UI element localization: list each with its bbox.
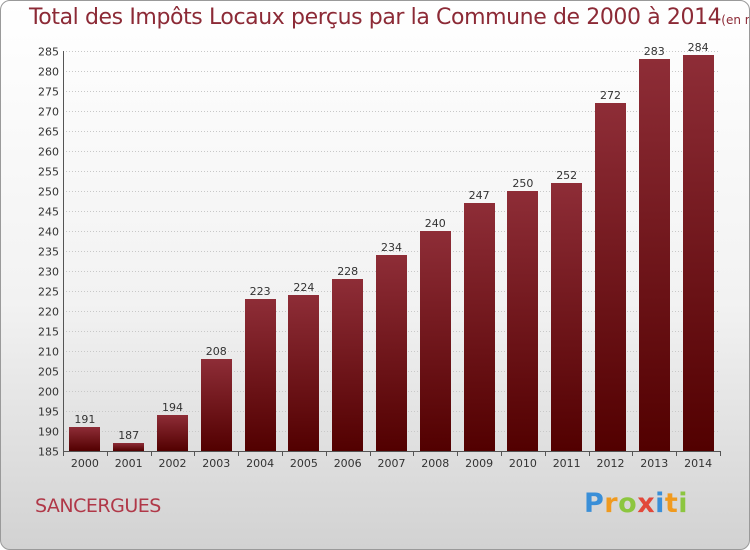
- bar-2003: [201, 359, 232, 451]
- data-label-2009: 247: [469, 189, 490, 202]
- bar-2009: [464, 203, 495, 451]
- y-tick-225: 225: [38, 286, 59, 299]
- bar-2008: [420, 231, 451, 451]
- bar-2010: [507, 191, 538, 451]
- y-tick-205: 205: [38, 366, 59, 379]
- x-tick-2007: 2007: [378, 457, 406, 470]
- y-tick-275: 275: [38, 86, 59, 99]
- y-tick-270: 270: [38, 106, 59, 119]
- x-tick-2001: 2001: [115, 457, 143, 470]
- x-tick-2010: 2010: [509, 457, 537, 470]
- bar-2002: [157, 415, 188, 451]
- data-label-2014: 284: [688, 41, 709, 54]
- bar-2006: [332, 279, 363, 451]
- y-tick-190: 190: [38, 426, 59, 439]
- x-tick-2011: 2011: [553, 457, 581, 470]
- y-tick-285: 285: [38, 46, 59, 59]
- chart-unit: (en milliers d'€): [721, 13, 749, 27]
- data-label-2006: 228: [337, 265, 358, 278]
- y-tick-265: 265: [38, 126, 59, 139]
- bar-2007: [376, 255, 407, 451]
- bar-2013: [639, 59, 670, 451]
- y-tick-185: 185: [38, 446, 59, 459]
- y-tick-280: 280: [38, 66, 59, 79]
- y-tick-235: 235: [38, 246, 59, 259]
- chart-title-text: Total des Impôts Locaux perçus par la Co…: [29, 5, 722, 30]
- commune-name: SANCERGUES: [35, 495, 161, 517]
- x-tick-2005: 2005: [290, 457, 318, 470]
- bar-2000: [69, 427, 100, 451]
- chart-title: Total des Impôts Locaux perçus par la Co…: [29, 5, 749, 30]
- x-tick-2008: 2008: [421, 457, 449, 470]
- y-tick-245: 245: [38, 206, 59, 219]
- data-label-2007: 234: [381, 241, 402, 254]
- y-tick-195: 195: [38, 406, 59, 419]
- bar-2012: [595, 103, 626, 451]
- data-label-2011: 252: [556, 169, 577, 182]
- x-tick-2006: 2006: [334, 457, 362, 470]
- data-label-2012: 272: [600, 89, 621, 102]
- x-tick-2002: 2002: [159, 457, 187, 470]
- data-label-2004: 223: [250, 285, 271, 298]
- proxiti-logo: Proxiti: [584, 488, 689, 519]
- x-tick-2014: 2014: [684, 457, 712, 470]
- x-tick-2003: 2003: [202, 457, 230, 470]
- y-tick-210: 210: [38, 346, 59, 359]
- y-tick-200: 200: [38, 386, 59, 399]
- data-label-2003: 208: [206, 345, 227, 358]
- y-tick-215: 215: [38, 326, 59, 339]
- x-tick-2004: 2004: [246, 457, 274, 470]
- bar-2005: [288, 295, 319, 451]
- data-label-2013: 283: [644, 45, 665, 58]
- y-tick-230: 230: [38, 266, 59, 279]
- y-tick-255: 255: [38, 166, 59, 179]
- y-tick-250: 250: [38, 186, 59, 199]
- data-labels: 191 187 194 208 223 224 228 234 240 247 250 252 272 2…: [74, 41, 708, 442]
- data-label-2001: 187: [118, 429, 139, 442]
- x-tick-2009: 2009: [465, 457, 493, 470]
- x-tick-2013: 2013: [640, 457, 668, 470]
- y-tick-220: 220: [38, 306, 59, 319]
- data-label-2010: 250: [512, 177, 533, 190]
- bar-2001: [113, 443, 144, 451]
- data-label-2008: 240: [425, 217, 446, 230]
- x-tick-2000: 2000: [71, 457, 99, 470]
- bars: [69, 55, 714, 451]
- data-label-2000: 191: [74, 413, 95, 426]
- data-label-2005: 224: [293, 281, 314, 294]
- axes: 185 190 195 200 205 210 215 220 225 230 235 240 245 2…: [38, 46, 721, 470]
- y-tick-240: 240: [38, 226, 59, 239]
- bar-2004: [245, 299, 276, 451]
- y-tick-260: 260: [38, 146, 59, 159]
- x-tick-2012: 2012: [597, 457, 625, 470]
- data-label-2002: 194: [162, 401, 183, 414]
- bar-2014: [683, 55, 714, 451]
- bar-2011: [551, 183, 582, 451]
